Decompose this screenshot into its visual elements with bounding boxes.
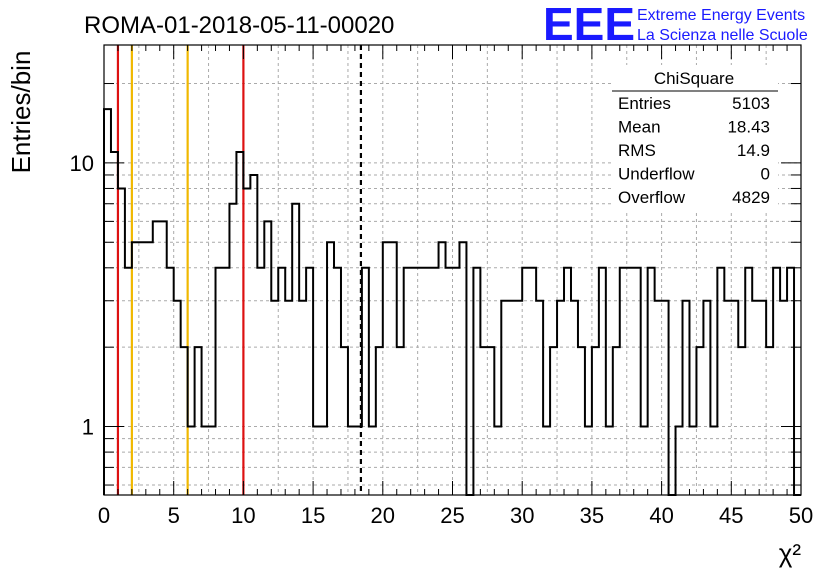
x-axis-title: χ²	[779, 538, 802, 568]
x-tick-label: 35	[580, 503, 604, 528]
stats-label-underflow: Underflow	[618, 165, 695, 184]
x-tick-label: 40	[649, 503, 673, 528]
axis-ticks: 0 5 10 15 20 25 30 35 40 45 50 1 10	[70, 45, 813, 528]
stats-value-mean: 18.43	[727, 118, 770, 137]
y-axis-title: Entries/bin	[6, 51, 36, 174]
stats-value-entries: 5103	[732, 94, 770, 113]
x-tick-label: 45	[719, 503, 743, 528]
logo-line-2: La Scienza nelle Scuole	[637, 27, 808, 44]
logo-line-1: Extreme Energy Events	[637, 7, 805, 24]
y-tick-label: 1	[82, 415, 94, 440]
stats-value-underflow: 0	[761, 165, 770, 184]
x-tick-label: 0	[98, 503, 110, 528]
x-tick-label: 20	[371, 503, 395, 528]
x-tick-label: 25	[440, 503, 464, 528]
stats-label-rms: RMS	[618, 141, 656, 160]
marker-lines	[116, 45, 245, 495]
stats-label-mean: Mean	[618, 118, 661, 137]
eee-logo: EEE Extreme Energy Events La Scienza nel…	[543, 0, 808, 50]
x-tick-label: 50	[789, 503, 813, 528]
stats-title: ChiSquare	[654, 69, 734, 88]
plot-area: 0 5 10 15 20 25 30 35 40 45 50 1 10	[70, 44, 813, 528]
stats-label-overflow: Overflow	[618, 188, 686, 207]
x-tick-label: 5	[168, 503, 180, 528]
logo-mark: EEE	[543, 0, 635, 50]
stats-label-entries: Entries	[618, 94, 671, 113]
y-tick-label: 10	[70, 151, 94, 176]
stats-box-background	[612, 65, 778, 211]
histogram-series	[103, 108, 801, 496]
stats-value-overflow: 4829	[732, 188, 770, 207]
chart-title: ROMA-01-2018-05-11-00020	[84, 12, 394, 39]
stats-value-rms: 14.9	[737, 141, 770, 160]
x-tick-label: 10	[231, 503, 255, 528]
x-tick-label: 30	[510, 503, 534, 528]
stats-rows: Entries 5103 Mean 18.43 RMS 14.9 Underflow 0 Ove…	[618, 94, 770, 207]
stats-box: ChiSquare Entries 5103 Mean 18.43 RMS 14.9 Und…	[612, 65, 778, 211]
x-tick-label: 15	[301, 503, 325, 528]
